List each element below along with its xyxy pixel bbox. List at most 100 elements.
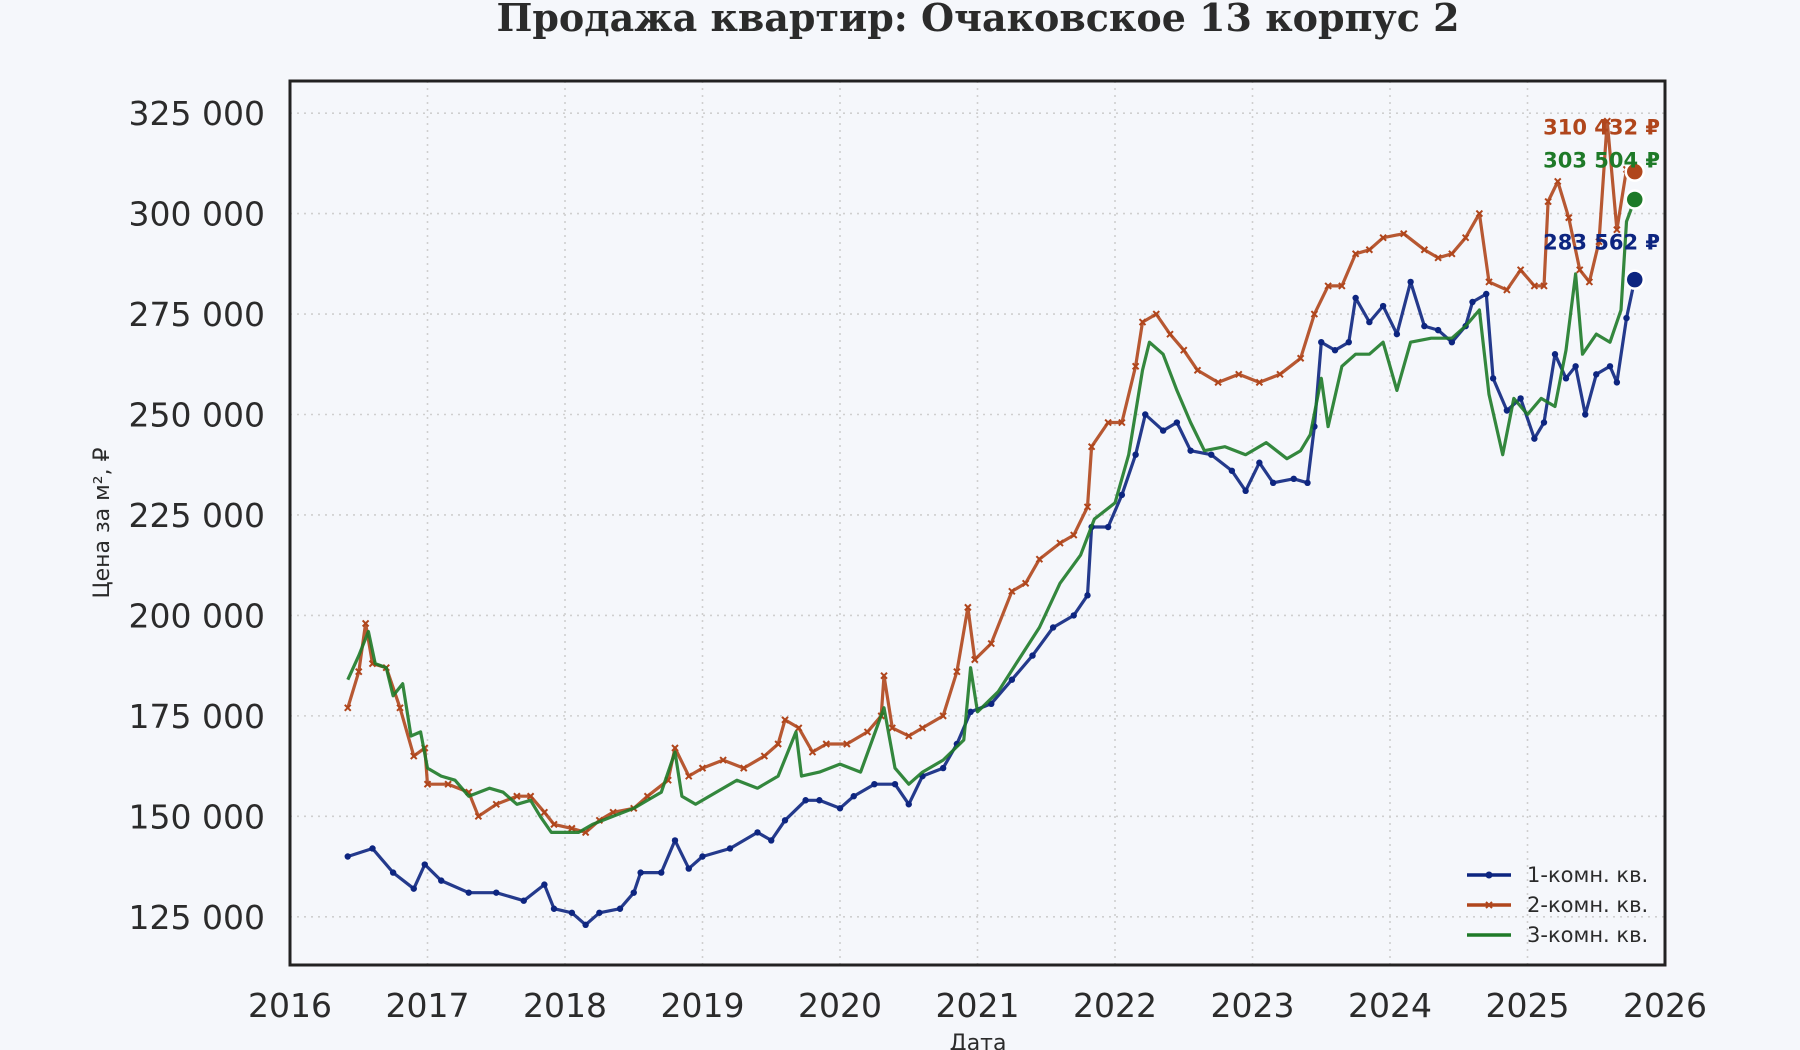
- series-point: [1035, 555, 1044, 563]
- series-point: [1228, 467, 1236, 474]
- series-point: [410, 752, 418, 760]
- series-point: [637, 869, 644, 876]
- series-point: [540, 808, 549, 817]
- y-tick-label: 250 000: [129, 396, 265, 435]
- x-tick-label: 2018: [523, 986, 607, 1025]
- series-point: [1324, 282, 1332, 290]
- y-tick-label: 175 000: [129, 697, 265, 736]
- series-point: [1087, 442, 1096, 451]
- y-axis-label: Цена за м², ₽: [90, 447, 115, 598]
- series-point: [1606, 363, 1614, 370]
- series-point: [1008, 587, 1016, 596]
- series-point: [1565, 213, 1573, 222]
- chart-title: Продажа квартир: Очаковское 13 корпус 2: [496, 0, 1459, 40]
- series-point: [964, 603, 972, 612]
- series-point: [1070, 531, 1078, 539]
- series-point: [1166, 330, 1174, 338]
- series-point: [526, 792, 535, 800]
- series-point: [1083, 503, 1092, 511]
- series-point: [685, 865, 692, 872]
- series-point: [616, 905, 624, 912]
- series-point: [1173, 419, 1181, 426]
- series-point: [1104, 523, 1112, 531]
- series-point: [423, 780, 432, 788]
- series-point: [1118, 418, 1126, 427]
- series-point: [1208, 451, 1215, 458]
- series-point: [1235, 370, 1243, 379]
- series-point: [685, 772, 693, 780]
- series-point: [1366, 318, 1373, 326]
- series-point: [1400, 229, 1408, 238]
- series-point: [596, 909, 603, 916]
- series-point: [474, 812, 483, 821]
- series-point: [568, 909, 576, 916]
- series-point: [871, 780, 878, 788]
- series-point: [1531, 435, 1538, 442]
- series-point: [726, 845, 734, 852]
- series-point: [816, 797, 823, 804]
- series-point: [1540, 282, 1548, 290]
- series-point: [1517, 395, 1524, 402]
- y-tick-label: 325 000: [129, 94, 265, 133]
- series-point: [795, 724, 803, 732]
- series-point: [1603, 117, 1611, 125]
- legend-entry-1: 1-комн. кв.: [1527, 863, 1648, 887]
- series-point: [1585, 278, 1594, 286]
- series-point: [1008, 676, 1016, 683]
- series-point: [953, 667, 961, 676]
- series-point: [1056, 539, 1064, 547]
- series-point: [1070, 612, 1077, 619]
- end-value-marker: [1624, 189, 1645, 210]
- series-point: [888, 724, 896, 732]
- series-point: [1593, 371, 1600, 378]
- end-value-markers: 310 432 ₽ 303 504 ₽ 283 562 ₽: [1543, 116, 1660, 290]
- series-point: [1540, 419, 1548, 426]
- series-point: [396, 704, 404, 712]
- series-point: [355, 667, 363, 676]
- y-tick-label: 150 000: [129, 797, 265, 836]
- series-point: [1118, 491, 1126, 499]
- y-tick-label: 275 000: [129, 295, 265, 334]
- series-point: [1572, 363, 1579, 370]
- series-point: [361, 619, 370, 628]
- x-tick-label: 2023: [1211, 986, 1295, 1025]
- series-point: [802, 797, 809, 804]
- series-point: [369, 845, 376, 852]
- series-point: [1351, 250, 1360, 258]
- series-point: [971, 655, 979, 664]
- series-point: [568, 824, 576, 833]
- series-point: [389, 869, 397, 876]
- series-point: [1393, 330, 1401, 338]
- series-point: [1242, 487, 1249, 495]
- series-point: [760, 752, 769, 760]
- series-point: [1352, 294, 1359, 302]
- series-point: [1159, 427, 1167, 434]
- series-point: [1304, 479, 1311, 487]
- series-point: [768, 837, 775, 844]
- series-point: [1084, 592, 1091, 599]
- series-point: [444, 780, 452, 788]
- series-point: [781, 716, 789, 724]
- series-point: [465, 889, 472, 896]
- series-point: [1554, 177, 1562, 186]
- series-point: [582, 921, 589, 929]
- series-point: [1379, 234, 1387, 242]
- series-point: [438, 877, 445, 884]
- series-point: [410, 885, 417, 892]
- series-point: [850, 793, 857, 800]
- series-point: [1489, 375, 1497, 382]
- series-point: [1421, 322, 1428, 330]
- series-point: [918, 724, 927, 732]
- series-point: [1595, 238, 1603, 246]
- series-point: [1613, 379, 1621, 386]
- series-point: [987, 639, 995, 648]
- series-point: [1365, 246, 1374, 254]
- series-point: [698, 764, 707, 772]
- series-point: [774, 740, 782, 748]
- plot-frame: [288, 79, 1667, 967]
- series-point: [1623, 314, 1630, 322]
- series-point: [1530, 282, 1539, 290]
- series-point: [822, 740, 830, 748]
- series-point: [1448, 250, 1456, 258]
